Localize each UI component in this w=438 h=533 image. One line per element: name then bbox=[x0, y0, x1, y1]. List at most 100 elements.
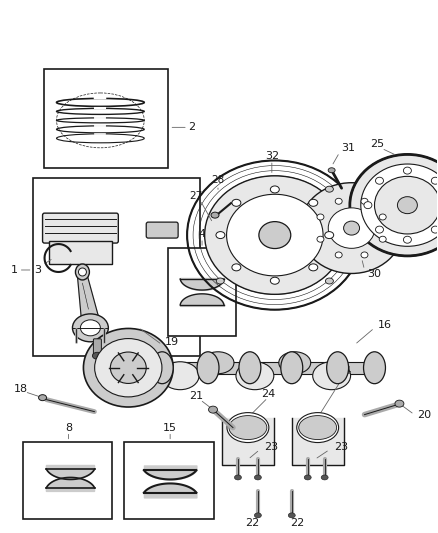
Text: 20: 20 bbox=[417, 410, 431, 419]
Ellipse shape bbox=[403, 167, 411, 174]
Ellipse shape bbox=[361, 164, 438, 246]
Ellipse shape bbox=[317, 214, 324, 220]
Ellipse shape bbox=[72, 314, 108, 342]
Text: 2: 2 bbox=[188, 123, 195, 132]
Ellipse shape bbox=[375, 226, 384, 233]
Text: 23: 23 bbox=[334, 441, 348, 451]
Ellipse shape bbox=[254, 513, 261, 518]
Ellipse shape bbox=[57, 126, 144, 133]
Bar bbox=[49, 241, 112, 264]
Ellipse shape bbox=[304, 475, 311, 480]
Ellipse shape bbox=[288, 513, 295, 518]
Ellipse shape bbox=[110, 352, 146, 383]
Text: 3: 3 bbox=[34, 265, 41, 275]
Ellipse shape bbox=[92, 352, 102, 359]
Text: 32: 32 bbox=[265, 151, 279, 161]
Ellipse shape bbox=[297, 413, 339, 442]
Ellipse shape bbox=[309, 199, 318, 206]
Ellipse shape bbox=[232, 264, 241, 271]
Ellipse shape bbox=[57, 134, 144, 143]
Ellipse shape bbox=[78, 268, 86, 276]
Text: 7: 7 bbox=[128, 343, 135, 353]
Ellipse shape bbox=[202, 352, 234, 374]
Ellipse shape bbox=[216, 278, 224, 284]
Ellipse shape bbox=[281, 352, 303, 384]
Bar bbox=[124, 441, 214, 519]
Bar bbox=[168, 248, 236, 336]
Text: 24: 24 bbox=[261, 389, 275, 399]
Ellipse shape bbox=[403, 236, 411, 243]
Ellipse shape bbox=[321, 475, 328, 480]
Ellipse shape bbox=[81, 320, 100, 336]
Bar bbox=[23, 441, 112, 519]
Ellipse shape bbox=[83, 328, 173, 407]
Text: 22: 22 bbox=[245, 518, 259, 528]
Polygon shape bbox=[222, 417, 274, 465]
Text: 30: 30 bbox=[367, 269, 381, 279]
Ellipse shape bbox=[361, 198, 368, 204]
Polygon shape bbox=[46, 465, 95, 480]
Ellipse shape bbox=[151, 352, 173, 384]
Ellipse shape bbox=[397, 197, 417, 214]
Text: 26: 26 bbox=[420, 181, 434, 191]
Ellipse shape bbox=[379, 214, 386, 220]
Ellipse shape bbox=[300, 183, 403, 273]
Text: 4: 4 bbox=[198, 229, 205, 239]
Ellipse shape bbox=[364, 201, 372, 208]
Ellipse shape bbox=[279, 352, 311, 374]
Text: 21: 21 bbox=[189, 391, 203, 401]
Ellipse shape bbox=[234, 475, 241, 480]
Ellipse shape bbox=[236, 362, 274, 390]
Ellipse shape bbox=[211, 212, 219, 218]
Text: 25: 25 bbox=[371, 139, 385, 149]
Ellipse shape bbox=[325, 278, 333, 284]
Ellipse shape bbox=[57, 118, 144, 123]
Ellipse shape bbox=[197, 352, 219, 384]
Ellipse shape bbox=[361, 252, 368, 258]
Ellipse shape bbox=[343, 221, 360, 235]
Text: 18: 18 bbox=[14, 384, 28, 394]
Ellipse shape bbox=[309, 264, 318, 271]
Text: 31: 31 bbox=[342, 143, 356, 154]
Ellipse shape bbox=[335, 198, 342, 204]
Ellipse shape bbox=[327, 352, 349, 384]
Polygon shape bbox=[78, 276, 99, 320]
Ellipse shape bbox=[39, 394, 46, 401]
Ellipse shape bbox=[431, 177, 438, 184]
Bar bbox=[117, 363, 136, 373]
Ellipse shape bbox=[208, 406, 218, 413]
Text: 1: 1 bbox=[11, 265, 18, 275]
Ellipse shape bbox=[226, 194, 323, 276]
Ellipse shape bbox=[364, 352, 385, 384]
Ellipse shape bbox=[259, 222, 291, 248]
Ellipse shape bbox=[232, 199, 241, 206]
Text: 28: 28 bbox=[212, 175, 225, 185]
Ellipse shape bbox=[335, 252, 342, 258]
Ellipse shape bbox=[270, 277, 279, 284]
Ellipse shape bbox=[374, 176, 438, 234]
Bar bbox=[43, 69, 168, 168]
Ellipse shape bbox=[216, 232, 225, 239]
Ellipse shape bbox=[75, 264, 89, 280]
Ellipse shape bbox=[57, 108, 144, 115]
Ellipse shape bbox=[239, 352, 261, 384]
Text: 27: 27 bbox=[190, 191, 203, 201]
Ellipse shape bbox=[328, 208, 375, 248]
Text: 19: 19 bbox=[165, 337, 179, 347]
FancyBboxPatch shape bbox=[93, 339, 101, 357]
Ellipse shape bbox=[395, 400, 404, 407]
Ellipse shape bbox=[205, 176, 345, 294]
Polygon shape bbox=[292, 417, 343, 465]
Ellipse shape bbox=[328, 168, 335, 173]
Ellipse shape bbox=[229, 416, 267, 440]
Ellipse shape bbox=[95, 338, 162, 397]
Ellipse shape bbox=[254, 475, 261, 480]
Ellipse shape bbox=[270, 186, 279, 193]
Ellipse shape bbox=[350, 155, 438, 256]
Text: 16: 16 bbox=[378, 320, 392, 330]
FancyBboxPatch shape bbox=[42, 213, 118, 243]
Ellipse shape bbox=[313, 362, 350, 390]
Text: 22: 22 bbox=[291, 518, 305, 528]
Ellipse shape bbox=[227, 413, 269, 442]
Text: 23: 23 bbox=[264, 441, 278, 451]
